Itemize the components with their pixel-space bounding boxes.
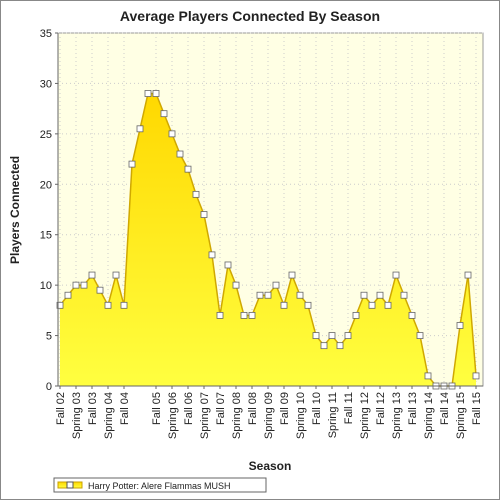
x-tick-label: Spring 03 — [71, 392, 83, 439]
x-tick-label: Fall 15 — [471, 392, 483, 425]
marker — [184, 165, 192, 173]
y-tick-label: 35 — [40, 28, 52, 40]
y-axis-title: Players Connected — [8, 156, 22, 264]
marker — [168, 130, 176, 138]
y-tick-label: 0 — [46, 381, 52, 393]
marker — [352, 311, 360, 319]
marker — [320, 342, 328, 350]
x-tick-label: Fall 02 — [55, 392, 67, 425]
marker — [272, 281, 280, 289]
marker — [128, 160, 136, 168]
y-tick-label: 5 — [46, 331, 52, 343]
marker — [208, 251, 216, 259]
x-tick-label: Fall 05 — [151, 392, 163, 425]
y-tick-label: 20 — [40, 179, 52, 191]
marker — [80, 281, 88, 289]
x-tick-label: Spring 11 — [327, 392, 339, 438]
marker — [112, 271, 120, 279]
marker — [136, 125, 144, 133]
marker — [336, 342, 344, 350]
x-tick-label: Spring 04 — [103, 392, 115, 439]
marker — [416, 332, 424, 339]
marker — [96, 286, 104, 294]
marker — [56, 301, 64, 309]
y-tick-label: 10 — [40, 280, 52, 292]
marker — [376, 291, 384, 299]
marker — [88, 271, 96, 279]
marker — [160, 110, 168, 118]
x-tick-label: Fall 09 — [279, 392, 291, 425]
y-tick-label: 15 — [40, 230, 52, 242]
area — [60, 93, 476, 386]
marker — [328, 332, 336, 339]
legend — [53, 477, 267, 493]
marker — [472, 372, 480, 380]
marker — [104, 301, 112, 309]
marker — [264, 291, 272, 299]
marker — [368, 301, 376, 309]
x-tick-label: Spring 09 — [263, 392, 275, 439]
x-tick-label: Spring 07 — [199, 392, 211, 439]
marker — [424, 372, 432, 380]
x-axis-title: Season — [249, 459, 292, 473]
x-tick-label: Fall 12 — [375, 392, 387, 425]
marker — [120, 301, 128, 309]
marker — [256, 291, 264, 299]
marker — [144, 90, 152, 97]
x-tick-label: Spring 12 — [359, 392, 371, 439]
marker — [304, 301, 312, 309]
y-tick-label: 25 — [40, 129, 52, 141]
x-tick-label: Fall 14 — [439, 392, 451, 425]
marker — [408, 311, 416, 319]
marker — [296, 291, 304, 299]
x-tick-label: Fall 08 — [247, 392, 259, 425]
x-tick-label: Fall 04 — [119, 392, 131, 425]
marker — [232, 281, 240, 289]
marker — [248, 311, 256, 319]
marker — [176, 150, 184, 158]
marker — [152, 90, 160, 97]
legend-marker — [66, 481, 74, 489]
x-tick-label: Spring 14 — [423, 392, 435, 439]
x-tick-label: Fall 03 — [87, 392, 99, 425]
marker — [384, 301, 392, 309]
x-tick-label: Spring 06 — [167, 392, 179, 439]
x-tick-label: Spring 10 — [295, 392, 307, 439]
marker — [360, 291, 368, 299]
x-tick-label: Spring 08 — [231, 392, 243, 439]
marker — [344, 332, 352, 339]
y-tick-label: 30 — [40, 78, 52, 90]
marker — [280, 301, 288, 309]
marker — [312, 332, 320, 339]
marker — [224, 261, 232, 269]
marker — [400, 291, 408, 299]
chart-title: Average Players Connected By Season — [120, 8, 380, 24]
marker — [240, 311, 248, 319]
legend-label: Harry Potter: Alere Flammas MUSH — [88, 481, 231, 491]
x-tick-label: Spring 15 — [455, 392, 467, 439]
x-tick-label: Fall 11 — [343, 392, 355, 424]
marker — [392, 271, 400, 279]
marker — [288, 271, 296, 279]
marker — [192, 190, 200, 198]
x-tick-label: Spring 13 — [391, 392, 403, 439]
marker — [464, 271, 472, 279]
x-tick-label: Fall 07 — [215, 392, 227, 425]
marker — [216, 311, 224, 319]
marker — [456, 322, 464, 329]
x-tick-label: Fall 06 — [183, 392, 195, 425]
marker — [64, 291, 72, 299]
x-tick-label: Fall 10 — [311, 392, 323, 425]
marker — [200, 211, 208, 218]
x-tick-label: Fall 13 — [407, 392, 419, 425]
marker — [72, 281, 80, 289]
